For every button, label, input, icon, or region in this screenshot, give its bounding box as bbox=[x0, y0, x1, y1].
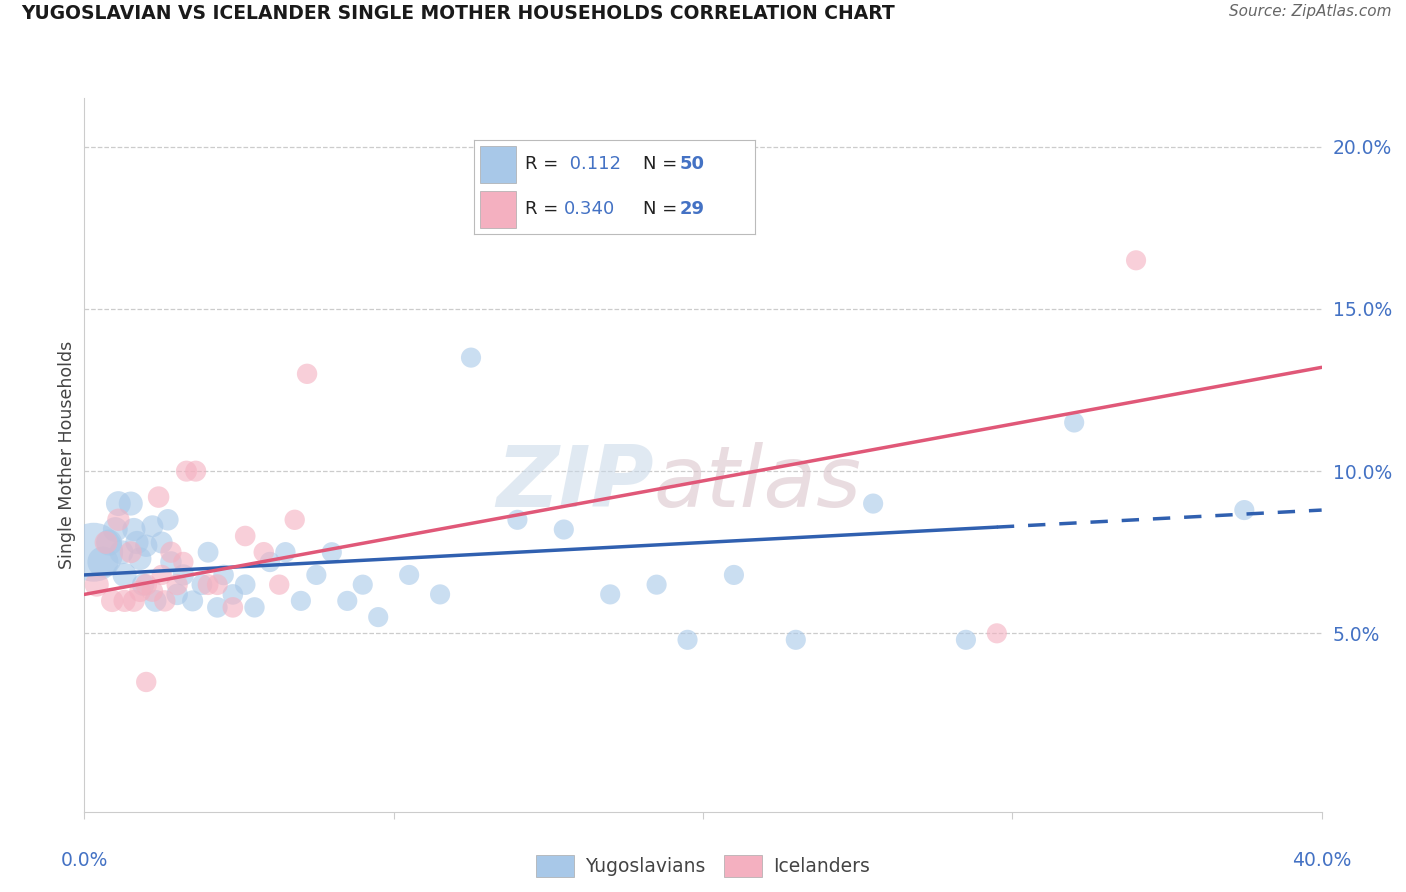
Point bbox=[336, 594, 359, 608]
Text: N =: N = bbox=[643, 201, 683, 219]
Point bbox=[295, 367, 318, 381]
Point bbox=[207, 577, 229, 591]
Point bbox=[141, 519, 163, 533]
Text: ZIP: ZIP bbox=[496, 442, 654, 525]
Bar bbox=[479, 191, 516, 228]
Text: 0.0%: 0.0% bbox=[60, 851, 108, 870]
Text: N =: N = bbox=[643, 155, 683, 173]
Point bbox=[197, 577, 219, 591]
Point bbox=[1125, 253, 1147, 268]
Point bbox=[352, 577, 374, 591]
Point bbox=[233, 577, 256, 591]
Point bbox=[553, 523, 575, 537]
Point bbox=[955, 632, 977, 647]
Point bbox=[110, 545, 132, 559]
Point bbox=[104, 523, 127, 537]
Text: R =: R = bbox=[524, 201, 564, 219]
Text: 0.112: 0.112 bbox=[564, 155, 621, 173]
Point bbox=[723, 568, 745, 582]
Point bbox=[86, 577, 108, 591]
Point bbox=[98, 535, 121, 549]
Point bbox=[506, 513, 529, 527]
Text: atlas: atlas bbox=[654, 442, 862, 525]
Point bbox=[321, 545, 343, 559]
Point bbox=[114, 594, 136, 608]
Point bbox=[91, 555, 114, 569]
Point bbox=[132, 577, 155, 591]
Point bbox=[284, 513, 307, 527]
Text: Source: ZipAtlas.com: Source: ZipAtlas.com bbox=[1229, 4, 1392, 20]
Text: 40.0%: 40.0% bbox=[1292, 851, 1351, 870]
Point bbox=[243, 600, 266, 615]
Point bbox=[460, 351, 482, 365]
Point bbox=[150, 568, 173, 582]
Point bbox=[986, 626, 1008, 640]
Point bbox=[83, 545, 105, 559]
Point bbox=[862, 497, 884, 511]
Point bbox=[429, 587, 451, 601]
Text: 29: 29 bbox=[679, 201, 704, 219]
Point bbox=[125, 535, 148, 549]
Point bbox=[129, 551, 152, 566]
Point bbox=[148, 490, 170, 504]
Text: 50: 50 bbox=[679, 155, 704, 173]
Point bbox=[222, 587, 245, 601]
Legend: Yugoslavians, Icelanders: Yugoslavians, Icelanders bbox=[529, 847, 877, 884]
Point bbox=[233, 529, 256, 543]
Point bbox=[160, 555, 183, 569]
Point bbox=[135, 577, 157, 591]
Point bbox=[259, 555, 281, 569]
Point bbox=[181, 594, 204, 608]
Point bbox=[120, 545, 142, 559]
Point bbox=[176, 464, 198, 478]
Point bbox=[94, 535, 117, 549]
Point bbox=[191, 577, 214, 591]
Point bbox=[184, 464, 207, 478]
Point bbox=[269, 577, 291, 591]
Point bbox=[156, 513, 179, 527]
Y-axis label: Single Mother Households: Single Mother Households bbox=[58, 341, 76, 569]
Point bbox=[114, 568, 136, 582]
Point bbox=[101, 594, 124, 608]
Point bbox=[135, 675, 157, 690]
Point bbox=[645, 577, 668, 591]
Point bbox=[212, 568, 235, 582]
Point bbox=[166, 587, 188, 601]
Point bbox=[172, 568, 194, 582]
Point bbox=[172, 555, 194, 569]
Point bbox=[150, 535, 173, 549]
Point bbox=[145, 594, 167, 608]
Point bbox=[222, 600, 245, 615]
Point bbox=[785, 632, 807, 647]
Point bbox=[274, 545, 297, 559]
Point bbox=[153, 594, 176, 608]
Text: R =: R = bbox=[524, 155, 564, 173]
Text: YUGOSLAVIAN VS ICELANDER SINGLE MOTHER HOUSEHOLDS CORRELATION CHART: YUGOSLAVIAN VS ICELANDER SINGLE MOTHER H… bbox=[21, 4, 894, 23]
Point bbox=[107, 497, 129, 511]
Point bbox=[1063, 416, 1085, 430]
Point bbox=[129, 584, 152, 599]
Point bbox=[207, 600, 229, 615]
Point bbox=[135, 539, 157, 553]
Point bbox=[122, 523, 145, 537]
Point bbox=[107, 513, 129, 527]
Point bbox=[120, 497, 142, 511]
Point bbox=[160, 545, 183, 559]
Bar bbox=[479, 145, 516, 183]
Point bbox=[305, 568, 328, 582]
Point bbox=[197, 545, 219, 559]
Point bbox=[141, 584, 163, 599]
Point bbox=[367, 610, 389, 624]
Point bbox=[1233, 503, 1256, 517]
Point bbox=[398, 568, 420, 582]
Point bbox=[253, 545, 276, 559]
Point bbox=[290, 594, 312, 608]
Point bbox=[122, 594, 145, 608]
Text: 0.340: 0.340 bbox=[564, 201, 616, 219]
Point bbox=[599, 587, 621, 601]
Point bbox=[166, 577, 188, 591]
Point bbox=[676, 632, 699, 647]
